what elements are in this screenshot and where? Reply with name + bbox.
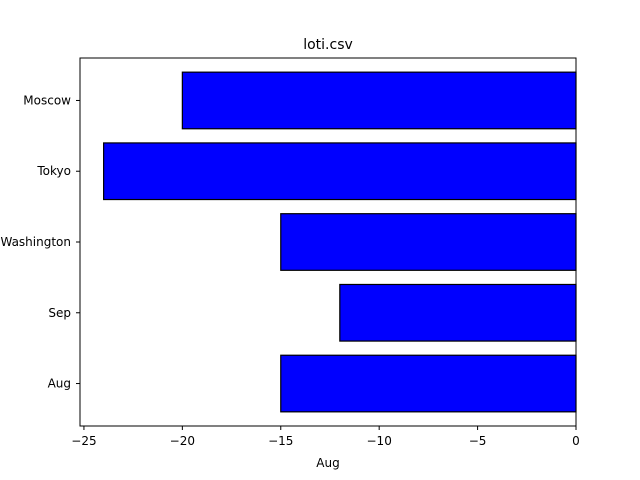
x-axis-label: Aug xyxy=(316,456,339,470)
bar-tokyo xyxy=(103,142,577,201)
bar-aug xyxy=(280,354,577,413)
y-tick-label: Tokyo xyxy=(36,164,71,178)
x-tick-label: −20 xyxy=(170,434,195,448)
x-ticks-group: −25 −20 −15 −10 −5 0 xyxy=(71,426,580,448)
bar-sep xyxy=(339,283,577,342)
y-tick-label: Sep xyxy=(48,306,71,320)
bar-moscow xyxy=(181,71,577,130)
x-tick-label: −25 xyxy=(71,434,96,448)
chart-title: loti.csv xyxy=(303,37,353,53)
bars-group xyxy=(103,71,577,413)
y-tick-label: Washington xyxy=(0,235,71,249)
y-tick-label: Aug xyxy=(48,377,71,391)
x-tick-label: −15 xyxy=(268,434,293,448)
bar-washington xyxy=(280,213,577,271)
y-tick-label: Moscow xyxy=(23,93,71,107)
x-tick-label: −10 xyxy=(367,434,392,448)
x-tick-label: 0 xyxy=(572,434,580,448)
y-ticks-group: Aug Sep Washington Tokyo Moscow xyxy=(0,93,80,391)
x-tick-label: −5 xyxy=(469,434,487,448)
